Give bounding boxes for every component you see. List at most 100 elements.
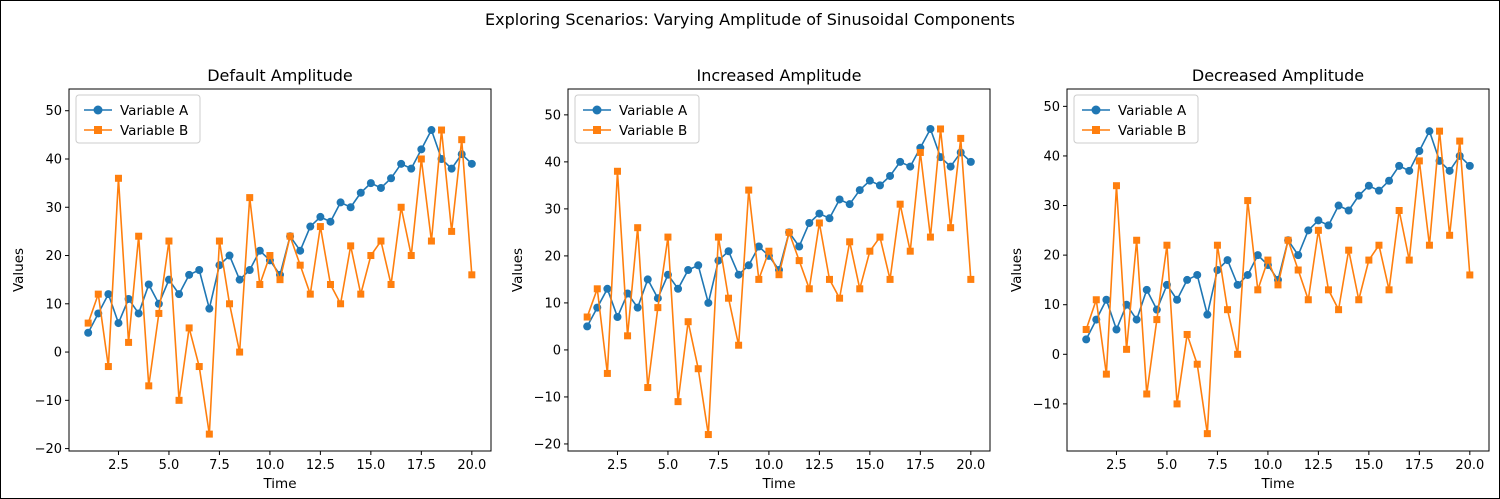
data-point — [866, 247, 874, 255]
y-tick-label: 30 — [544, 202, 561, 217]
data-point — [1082, 335, 1091, 344]
data-point — [1193, 360, 1201, 368]
data-point — [745, 186, 753, 194]
x-tick-label: 5.0 — [159, 458, 180, 473]
x-tick-label: 5.0 — [1157, 458, 1178, 473]
data-point — [1354, 191, 1363, 200]
data-point — [448, 227, 456, 235]
data-point — [805, 285, 813, 293]
data-point — [1446, 231, 1454, 239]
data-point — [316, 223, 324, 231]
data-point — [1465, 161, 1474, 170]
data-point — [947, 224, 955, 232]
data-point — [1364, 181, 1373, 190]
data-point — [926, 233, 934, 241]
data-point — [825, 214, 834, 223]
x-tick-label: 7.5 — [708, 458, 729, 473]
data-point — [624, 332, 632, 340]
data-point — [684, 318, 692, 326]
y-tick-label: 30 — [1043, 199, 1060, 214]
data-point — [84, 328, 93, 337]
data-point — [1183, 275, 1192, 284]
data-point — [1112, 182, 1120, 190]
data-point — [1304, 296, 1312, 304]
data-point — [1344, 206, 1353, 215]
x-tick-label: 12.5 — [1304, 458, 1333, 473]
legend-marker — [592, 105, 602, 115]
legend-marker — [1092, 126, 1100, 134]
data-point — [1092, 296, 1100, 304]
data-point — [1294, 251, 1303, 260]
data-point — [286, 232, 294, 240]
data-point — [205, 430, 213, 438]
data-point — [1395, 161, 1404, 170]
data-point — [407, 252, 415, 260]
series-b — [1082, 127, 1474, 438]
x-axis-label: Time — [262, 476, 296, 492]
x-tick-label: 17.5 — [1405, 458, 1434, 473]
data-point — [856, 285, 864, 293]
data-point — [336, 198, 345, 207]
data-point — [306, 290, 314, 298]
data-point — [397, 159, 406, 168]
x-tick-label: 7.5 — [1207, 458, 1228, 473]
data-point — [664, 233, 672, 241]
x-tick-label: 15.0 — [1354, 458, 1383, 473]
data-point — [438, 126, 446, 134]
y-tick-label: 40 — [544, 155, 561, 170]
data-point — [1102, 370, 1110, 378]
data-point — [1223, 256, 1232, 265]
data-point — [1385, 286, 1393, 294]
data-point — [957, 134, 965, 142]
data-point — [94, 290, 102, 298]
data-point — [1294, 266, 1302, 274]
data-point — [1455, 151, 1464, 160]
data-point — [876, 233, 884, 241]
data-point — [714, 233, 722, 241]
data-point — [1334, 201, 1343, 210]
data-point — [704, 298, 713, 307]
data-point — [724, 247, 733, 256]
series-a — [84, 126, 476, 337]
legend-label: Variable A — [120, 103, 189, 119]
data-point — [376, 183, 385, 192]
data-point — [84, 319, 92, 327]
data-point — [377, 237, 385, 245]
x-tick-label: 15.0 — [855, 458, 884, 473]
data-point — [946, 162, 955, 171]
data-point — [815, 219, 823, 227]
data-point — [836, 294, 844, 302]
data-point — [845, 200, 854, 209]
x-tick-label: 15.0 — [356, 458, 385, 473]
data-point — [1324, 286, 1332, 294]
y-tick-label: −10 — [534, 390, 561, 405]
data-point — [1374, 186, 1383, 195]
y-tick-label: 50 — [1043, 100, 1060, 115]
data-point — [427, 237, 435, 245]
legend-marker — [93, 105, 103, 115]
data-point — [1193, 270, 1202, 279]
data-point — [1183, 330, 1191, 338]
data-point — [457, 150, 466, 159]
data-point — [1234, 350, 1242, 358]
legend-marker — [1091, 105, 1101, 115]
data-point — [1132, 315, 1141, 324]
data-point — [145, 382, 153, 390]
data-point — [245, 266, 254, 274]
data-point — [397, 203, 405, 211]
data-point — [195, 363, 203, 371]
data-point — [835, 195, 844, 204]
data-point — [654, 304, 662, 312]
y-tick-label: 20 — [45, 249, 62, 264]
data-point — [347, 242, 355, 250]
data-point — [1173, 295, 1182, 304]
axes-frame — [1066, 88, 1490, 452]
legend: Variable A Variable B — [574, 94, 700, 144]
data-point — [825, 275, 833, 283]
data-point — [1254, 286, 1262, 294]
legend-label: Variable A — [619, 103, 688, 119]
data-point — [125, 338, 133, 346]
data-point — [236, 348, 244, 356]
data-point — [255, 246, 264, 255]
